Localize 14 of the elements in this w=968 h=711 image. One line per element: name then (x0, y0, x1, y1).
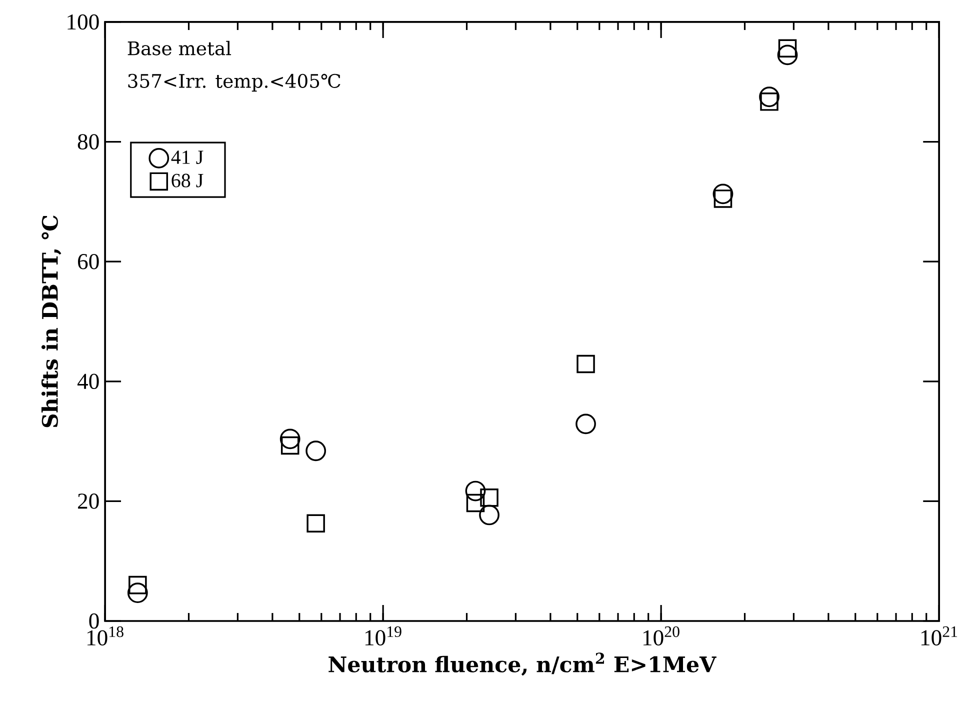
x-tick-label: 10$^{20}$ (643, 626, 680, 646)
annotation: 357<Irr. temp.<405℃ (128, 74, 340, 92)
annotation: Base metal (128, 40, 232, 56)
legend-label: 41 J (171, 150, 204, 164)
x-tick-label: 10$^{21}$ (921, 626, 958, 646)
y-tick-label: 100 (68, 14, 99, 30)
y-tick-label: 40 (77, 374, 99, 390)
y-tick-label: 80 (78, 134, 99, 150)
y-tick-label: 20 (78, 494, 99, 509)
x-tick-label: 10$^{19}$ (365, 626, 402, 646)
y-axis-title: Shifts in DBTT, ℃ (41, 216, 62, 428)
legend-label: 68 J (172, 174, 204, 188)
y-tick-label: 60 (78, 254, 99, 270)
text: Neutron fluence, n/cm$^{2}$ E>1MeV (328, 652, 716, 676)
